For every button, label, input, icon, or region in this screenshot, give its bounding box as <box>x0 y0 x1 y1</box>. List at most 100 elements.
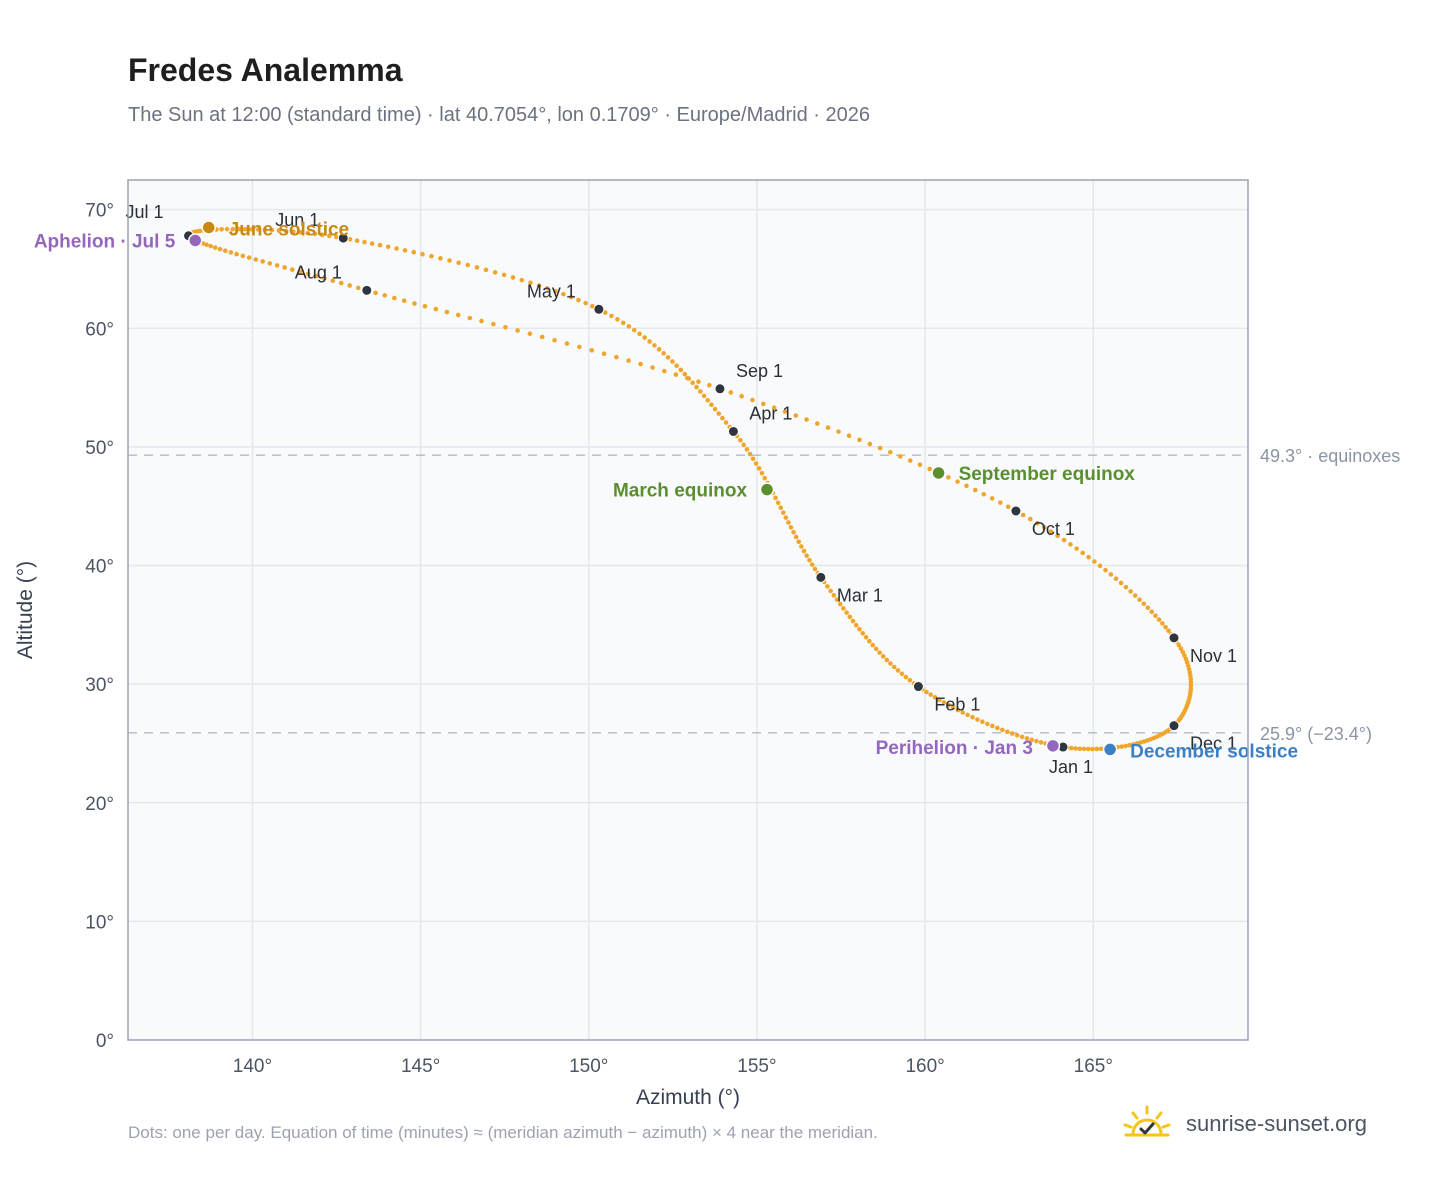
daily-dot <box>1119 744 1124 749</box>
daily-dot <box>720 415 725 421</box>
month-label: Nov 1 <box>1190 646 1237 666</box>
daily-dot <box>1074 546 1079 551</box>
daily-dot <box>825 584 830 589</box>
daily-dot <box>756 466 762 471</box>
daily-dot <box>775 500 781 506</box>
daily-dot <box>762 475 768 481</box>
daily-dot <box>804 417 809 422</box>
month-marker <box>727 425 739 437</box>
daily-dot <box>382 293 388 298</box>
daily-dot <box>297 269 303 275</box>
daily-dot <box>255 227 261 232</box>
daily-dot <box>492 270 498 275</box>
event-label: March equinox <box>613 481 748 502</box>
daily-dot <box>712 406 718 412</box>
daily-dot <box>793 413 799 418</box>
event-marker <box>931 465 946 481</box>
daily-dot <box>739 393 744 399</box>
x-tick-label: 150° <box>569 1056 608 1077</box>
daily-dot <box>1068 542 1073 547</box>
daily-dot <box>253 257 259 262</box>
daily-dot <box>503 324 508 330</box>
daily-dot <box>786 520 791 525</box>
daily-dot <box>319 232 325 238</box>
daily-dot <box>1055 533 1060 539</box>
daily-dot <box>1035 520 1040 526</box>
daily-dot <box>850 618 856 624</box>
daily-dot <box>1041 525 1047 530</box>
daily-dot <box>932 694 938 700</box>
daily-dot <box>1009 731 1015 736</box>
x-tick-label: 165° <box>1074 1056 1113 1077</box>
daily-dot <box>1141 601 1147 607</box>
event-label: June solstice <box>229 219 349 240</box>
daily-dot <box>867 638 872 644</box>
daily-dot <box>305 230 311 236</box>
y-axis-label: Altitude (°) <box>14 561 37 659</box>
daily-dot <box>631 327 637 333</box>
daily-dot <box>761 401 766 407</box>
daily-dot <box>884 657 890 663</box>
daily-dot <box>219 226 224 232</box>
daily-dot <box>750 397 755 403</box>
month-marker <box>1168 720 1180 732</box>
event-marker <box>1045 738 1061 754</box>
daily-dot <box>1141 739 1147 744</box>
daily-dot <box>796 539 802 545</box>
daily-dot <box>568 294 574 300</box>
daily-dot <box>705 397 711 403</box>
daily-dot <box>873 646 879 652</box>
daily-dot <box>650 365 655 370</box>
reference-line-label: 25.9° (−23.4°) <box>1260 724 1372 744</box>
month-marker <box>593 303 605 315</box>
daily-dot <box>313 273 319 279</box>
daily-dot <box>373 290 378 296</box>
brand-logo[interactable]: sunrise-sunset.org <box>1120 1102 1367 1146</box>
daily-dot <box>1153 613 1158 619</box>
daily-dot <box>844 610 849 615</box>
daily-dot <box>474 265 480 270</box>
daily-dot <box>831 593 837 598</box>
daily-dot <box>1019 734 1025 740</box>
daily-dot <box>638 361 643 367</box>
daily-dot <box>1069 745 1074 751</box>
daily-dot <box>1182 653 1187 658</box>
daily-dot <box>747 451 753 457</box>
daily-dot <box>825 425 831 430</box>
y-tick-label: 50° <box>85 438 114 459</box>
daily-dot <box>249 226 254 232</box>
month-label: Apr 1 <box>749 403 792 423</box>
daily-dot <box>771 405 777 411</box>
daily-dot <box>429 253 434 259</box>
daily-dot <box>1077 746 1083 752</box>
daily-dot <box>690 380 695 386</box>
daily-dot <box>946 475 951 480</box>
daily-dot <box>1005 729 1010 735</box>
month-label: Jul 1 <box>126 202 164 222</box>
event-label: September equinox <box>959 464 1136 485</box>
daily-dot <box>728 390 734 395</box>
daily-dot <box>1090 746 1095 752</box>
daily-dot <box>601 351 607 357</box>
daily-dot <box>665 355 671 360</box>
reference-lines: 49.3° · equinoxes 25.9° (−23.4°) <box>128 446 1400 744</box>
daily-dot <box>917 462 923 468</box>
daily-dot <box>975 717 980 722</box>
daily-dot <box>707 382 712 388</box>
daily-dot <box>642 335 647 340</box>
daily-dot <box>1005 504 1011 510</box>
daily-dot <box>515 328 520 333</box>
daily-dot <box>773 495 778 501</box>
daily-dot <box>791 529 796 535</box>
daily-dot <box>501 272 507 278</box>
data-marks: Jan 1 Feb 1 Mar 1 Apr 1 May 1 Jun 1 Jul 1 Aug 1… <box>34 202 1298 777</box>
daily-dot <box>1180 649 1186 655</box>
daily-dot <box>1103 567 1108 573</box>
daily-dot <box>809 562 815 567</box>
daily-dot <box>377 242 383 248</box>
daily-dot <box>246 255 252 260</box>
reference-line-label: 49.3° · equinoxes <box>1260 446 1400 466</box>
daily-dot <box>422 303 428 309</box>
daily-dot <box>682 371 688 377</box>
daily-dot <box>1097 563 1103 569</box>
